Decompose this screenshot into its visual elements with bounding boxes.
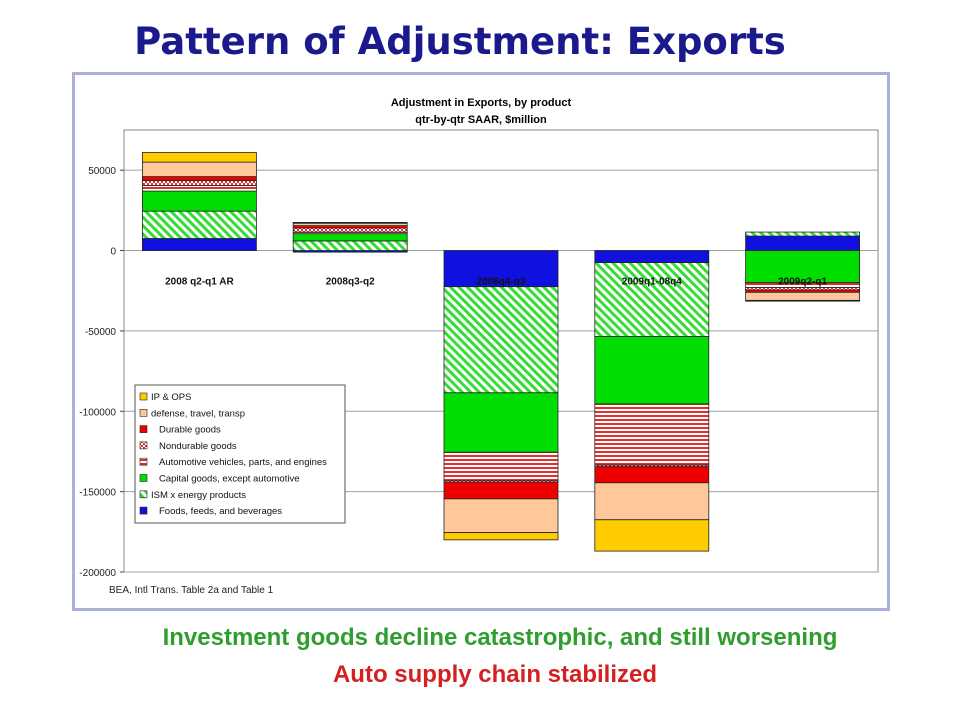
bar-segment xyxy=(142,161,257,178)
legend-label: defense, travel, transp xyxy=(151,408,245,419)
caption-auto: Auto supply chain stabilized xyxy=(332,661,658,688)
legend-label: Durable goods xyxy=(159,425,221,436)
legend-label: Foods, feeds, and beverages xyxy=(159,506,282,517)
bar-segment xyxy=(142,210,257,239)
legend-swatch xyxy=(139,425,148,433)
bar-segment xyxy=(142,185,257,192)
bar-segment xyxy=(745,235,860,251)
legend-swatch xyxy=(139,506,148,515)
bar-segment xyxy=(594,262,710,337)
bar-segment xyxy=(142,176,257,182)
bars-layer xyxy=(142,152,860,552)
y-tick-label: -50000 xyxy=(85,327,117,338)
y-tick-label: -200000 xyxy=(79,568,116,579)
bar-segment xyxy=(142,238,257,251)
chart-frame: Adjustment in Exports, by product qtr-by… xyxy=(72,72,890,611)
legend-swatch xyxy=(139,392,148,401)
legend-label: ISM x energy products xyxy=(151,490,246,501)
bar-segment xyxy=(443,481,559,500)
category-labels: 2008 q2-q1 AR 2008q3-q2 2008q4-q3 2009q1-08… xyxy=(165,277,827,288)
category-label: 2009q2-q1 xyxy=(778,277,827,288)
bar-segment xyxy=(443,392,559,453)
bar-segment xyxy=(443,286,559,394)
legend-label: Capital goods, except automotive xyxy=(159,474,299,485)
caption-investment: Investment goods decline catastrophic, a… xyxy=(162,624,838,651)
source-note: BEA, Intl Trans. Table 2a and Table 1 xyxy=(109,585,274,596)
bar-segment xyxy=(292,233,408,242)
bar-segment xyxy=(594,250,710,264)
bar-segment xyxy=(745,231,860,237)
legend-swatch xyxy=(139,441,148,450)
y-tick-label: 0 xyxy=(110,247,116,258)
bar-segment xyxy=(292,227,408,233)
bar-segment xyxy=(594,519,710,552)
bar-segment xyxy=(142,190,257,212)
bar-segment xyxy=(745,299,860,302)
category-label: 2008 q2-q1 AR xyxy=(165,277,234,288)
legend-swatch xyxy=(139,474,148,482)
bar-segment xyxy=(292,222,408,224)
bar-segment xyxy=(443,532,559,541)
chart-title: Adjustment in Exports, by product xyxy=(391,97,572,109)
chart-svg: Adjustment in Exports, by product qtr-by… xyxy=(79,97,879,596)
legend-label: IP & OPS xyxy=(151,392,191,403)
legend: IP & OPS defense, travel, transp Durable g… xyxy=(134,384,346,524)
legend-box xyxy=(134,384,346,524)
y-tick-label: -150000 xyxy=(79,488,116,499)
bar-segment xyxy=(443,451,559,481)
category-label: 2008q4-q3 xyxy=(477,277,526,288)
legend-swatch xyxy=(139,408,148,417)
y-tick-label: 50000 xyxy=(88,166,116,177)
category-label: 2009q1-08q4 xyxy=(622,277,682,288)
bar-segment xyxy=(142,180,257,186)
bar-segment xyxy=(443,250,559,288)
y-tick-label: -100000 xyxy=(79,407,116,418)
slide-title: Pattern of Adjustment: Exports xyxy=(134,20,786,63)
bar-segment xyxy=(594,482,710,521)
legend-swatch xyxy=(139,457,148,466)
bar-segment xyxy=(594,336,710,405)
bar-segment xyxy=(745,291,860,301)
legend-label: Automotive vehicles, parts, and engines xyxy=(159,457,327,468)
chart-subtitle: qtr-by-qtr SAAR, $million xyxy=(415,114,547,126)
bar-segment xyxy=(292,240,408,251)
legend-label: Nondurable goods xyxy=(159,441,237,452)
bar-segment xyxy=(594,466,710,484)
bar-segment xyxy=(594,403,710,466)
bar-segment xyxy=(443,498,559,534)
legend-swatch xyxy=(139,490,148,499)
bar-segment xyxy=(142,152,257,163)
category-label: 2008q3-q2 xyxy=(326,277,375,288)
bar-segment xyxy=(745,250,860,284)
